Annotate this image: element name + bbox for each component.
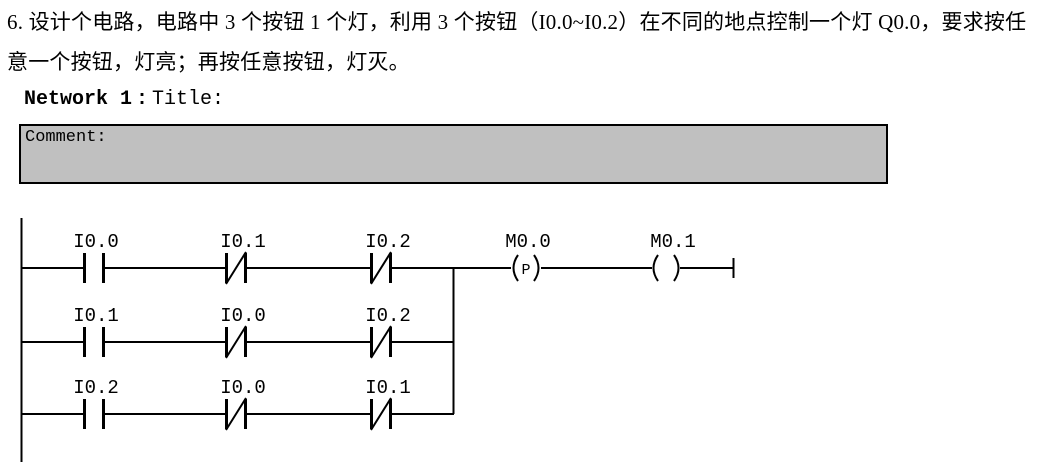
network-separator: : xyxy=(136,88,149,111)
positive-edge-coil: P M0.0 xyxy=(505,231,551,282)
contact-label: I0.0 xyxy=(73,231,119,253)
contact-label: I0.1 xyxy=(220,231,266,253)
nc-slash xyxy=(370,325,392,359)
contact-label: I0.2 xyxy=(365,231,411,253)
nc-slash xyxy=(225,397,247,431)
contact-label: I0.1 xyxy=(365,377,411,399)
nc-slash xyxy=(370,397,392,431)
coil-label: M0.0 xyxy=(505,231,551,253)
ladder-diagram: I0.0 I0.1 I0.2 P M0.0 xyxy=(20,218,735,462)
contact-label: I0.2 xyxy=(365,305,411,327)
no-contact: I0.1 xyxy=(73,305,119,357)
no-contact: I0.2 xyxy=(73,377,119,429)
comment-box: Comment: xyxy=(19,124,888,184)
problem-line-1: 6. 设计个电路，电路中 3 个按钮 1 个灯，利用 3 个按钮（I0.0~I0… xyxy=(7,10,1027,34)
rung-2: I0.1 I0.0 I0.2 xyxy=(21,305,454,359)
coil-paren-right xyxy=(533,254,540,282)
problem-line-2: 意一个按钮，灯亮；再按任意按钮，灯灭。 xyxy=(7,50,410,74)
nc-slash xyxy=(370,251,392,285)
coil-label: M0.1 xyxy=(650,231,696,253)
comment-label: Comment: xyxy=(25,128,107,147)
network-header: Network 1: Title: xyxy=(24,88,224,111)
network-title-label: Title: xyxy=(152,88,225,111)
nc-contact: I0.2 xyxy=(365,305,411,359)
nc-contact: I0.1 xyxy=(220,231,266,285)
coil-symbol: P xyxy=(521,262,530,279)
problem-statement: 6. 设计个电路，电路中 3 个按钮 1 个灯，利用 3 个按钮（I0.0~I0… xyxy=(7,2,1049,82)
contact-label: I0.2 xyxy=(73,377,119,399)
network-name: Network 1 xyxy=(24,88,133,111)
rung-1: I0.0 I0.1 I0.2 P M0.0 xyxy=(21,231,735,285)
contact-label: I0.0 xyxy=(220,377,266,399)
nc-contact: I0.0 xyxy=(220,377,266,431)
contact-label: I0.0 xyxy=(220,305,266,327)
coil-paren-right xyxy=(673,254,680,282)
rung-3: I0.2 I0.0 I0.1 xyxy=(21,377,454,431)
nc-slash xyxy=(225,251,247,285)
no-contact: I0.0 xyxy=(73,231,119,283)
nc-contact: I0.1 xyxy=(365,377,411,431)
nc-contact: I0.0 xyxy=(220,305,266,359)
output-coil: M0.1 xyxy=(650,231,696,282)
nc-slash xyxy=(225,325,247,359)
coil-paren-left xyxy=(512,254,519,282)
nc-contact: I0.2 xyxy=(365,231,411,285)
contact-label: I0.1 xyxy=(73,305,119,327)
coil-paren-left xyxy=(652,254,659,282)
